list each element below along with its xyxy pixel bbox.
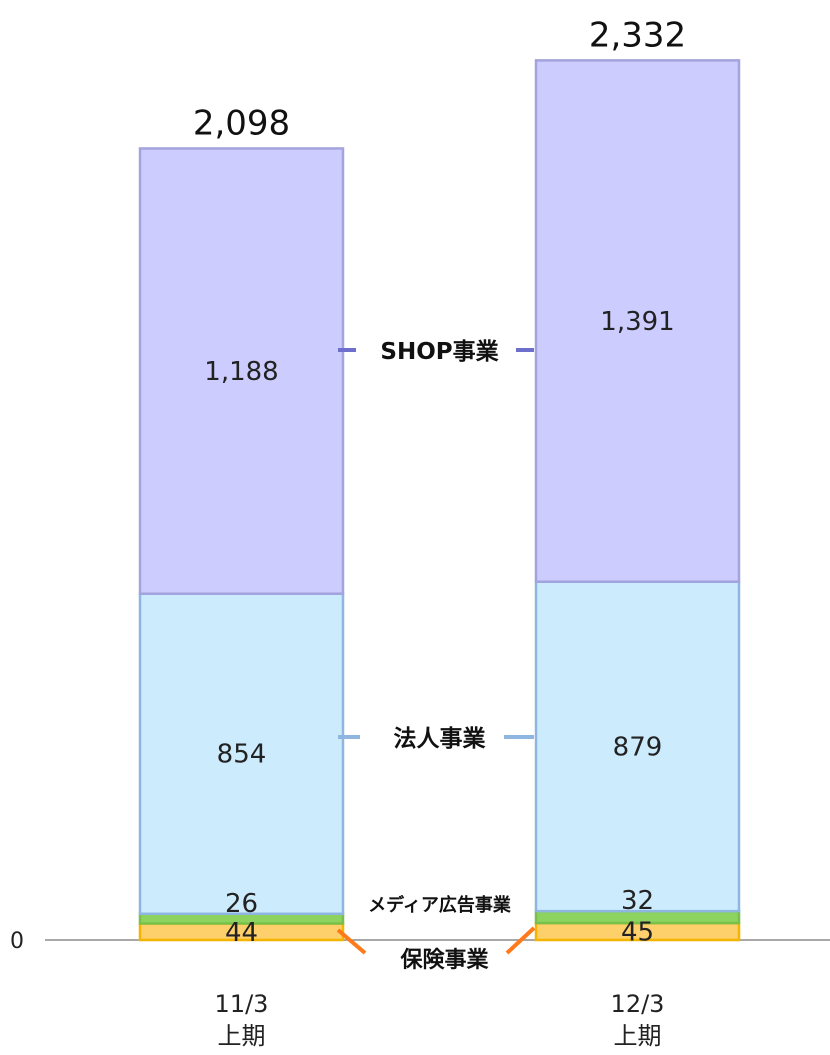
- bar-total-label: 2,098: [193, 103, 290, 143]
- series-connector: [505, 926, 536, 955]
- bar-segment: [534, 59, 741, 583]
- bar-segment: [138, 592, 345, 916]
- series-label-hojin: 法人事業: [394, 725, 487, 752]
- bar-value-label: 1,391: [600, 307, 674, 337]
- x-category-label: 12/3: [611, 990, 665, 1018]
- series-connector: [336, 928, 367, 955]
- bars-layer: [138, 59, 741, 942]
- labels-layer: 2,098 11/3 上期 2,332 12/3 上期 44 45 26 32 854 879 1,18…: [193, 15, 686, 1050]
- bar-segment: [138, 147, 345, 595]
- x-category-label: 上期: [614, 1022, 662, 1050]
- y-tick-zero: 0: [10, 929, 24, 954]
- x-category-label: 上期: [218, 1022, 266, 1050]
- bar-value-label: 879: [613, 732, 663, 762]
- bar-value-label: 854: [217, 740, 267, 770]
- series-label-shop: SHOP事業: [380, 338, 499, 365]
- x-category-label: 11/3: [215, 990, 269, 1018]
- series-label-media: メディア広告事業: [368, 894, 512, 916]
- bar-value-label: 45: [621, 918, 654, 948]
- connectors-layer: [336, 348, 536, 955]
- bar-value-label: 44: [225, 918, 258, 948]
- bar-value-label: 26: [225, 889, 258, 919]
- bar-total-label: 2,332: [589, 15, 686, 55]
- series-label-hoken: 保険事業: [399, 947, 489, 973]
- bar-value-label: 32: [621, 886, 654, 916]
- bar-value-label: 1,188: [204, 357, 278, 387]
